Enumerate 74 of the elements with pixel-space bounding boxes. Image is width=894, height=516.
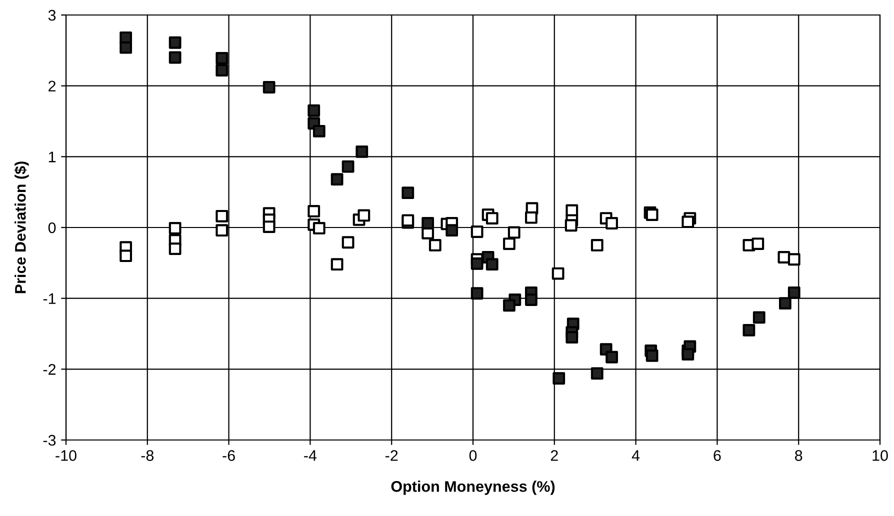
point xyxy=(262,81,276,94)
x-tick-label: 6 xyxy=(714,450,721,461)
y-tick-label: -1 xyxy=(43,293,56,304)
point xyxy=(168,242,182,255)
point xyxy=(402,186,414,199)
point xyxy=(606,217,618,230)
point xyxy=(342,236,354,249)
point xyxy=(216,224,228,237)
point xyxy=(470,226,484,238)
x-tick-label: 8 xyxy=(795,450,802,461)
y-tick-label: 0 xyxy=(48,222,56,234)
point xyxy=(590,367,604,380)
point xyxy=(470,287,484,300)
point xyxy=(566,331,578,344)
point xyxy=(752,311,766,324)
x-tick-label: 2 xyxy=(550,450,558,461)
point xyxy=(590,239,604,252)
point xyxy=(216,64,228,76)
point xyxy=(742,324,756,336)
point xyxy=(356,146,368,158)
x-tick-label: 4 xyxy=(632,450,640,461)
point xyxy=(312,222,326,234)
x-axis-title: Option Moneyness (%) xyxy=(391,480,555,495)
point xyxy=(168,222,182,234)
x-tick-label: 10 xyxy=(872,450,888,461)
point xyxy=(778,297,792,310)
point xyxy=(486,212,498,224)
point xyxy=(216,52,228,64)
point xyxy=(525,211,538,224)
point xyxy=(262,220,276,233)
point xyxy=(503,238,516,250)
y-tick-label: 3 xyxy=(48,10,56,21)
point xyxy=(428,239,442,252)
point xyxy=(342,160,354,173)
point xyxy=(120,41,132,54)
point xyxy=(312,124,326,138)
y-tick-label: 1 xyxy=(48,152,56,162)
point xyxy=(330,173,344,186)
point xyxy=(503,299,516,312)
x-tick-label: -8 xyxy=(141,450,154,461)
point xyxy=(552,267,564,280)
y-axis-title: Price Deviation ($) xyxy=(14,162,29,294)
point xyxy=(646,208,658,221)
point xyxy=(358,209,370,222)
point xyxy=(606,350,618,364)
point xyxy=(486,258,498,271)
point xyxy=(308,205,320,218)
point xyxy=(216,210,228,222)
point xyxy=(508,226,520,239)
point xyxy=(564,219,578,232)
point xyxy=(168,51,182,64)
x-tick-label: 0 xyxy=(469,450,477,461)
point xyxy=(682,216,694,228)
point xyxy=(470,257,484,270)
point xyxy=(552,372,566,385)
x-tick-label: -4 xyxy=(304,450,317,461)
point xyxy=(682,348,694,360)
y-tick-label: -2 xyxy=(43,364,56,375)
point xyxy=(446,224,458,237)
point xyxy=(525,294,538,306)
x-tick-label: -6 xyxy=(222,450,235,461)
point xyxy=(330,258,344,271)
point xyxy=(788,253,800,266)
point xyxy=(788,286,800,299)
x-tick-label: -2 xyxy=(385,450,398,461)
y-tick-label: -3 xyxy=(43,434,56,446)
point xyxy=(422,217,434,230)
point xyxy=(646,350,658,362)
point xyxy=(308,104,320,117)
x-tick-label: -10 xyxy=(56,450,76,461)
point xyxy=(168,36,182,49)
point xyxy=(120,250,132,262)
point xyxy=(752,238,764,250)
y-tick-label: 2 xyxy=(48,80,56,92)
